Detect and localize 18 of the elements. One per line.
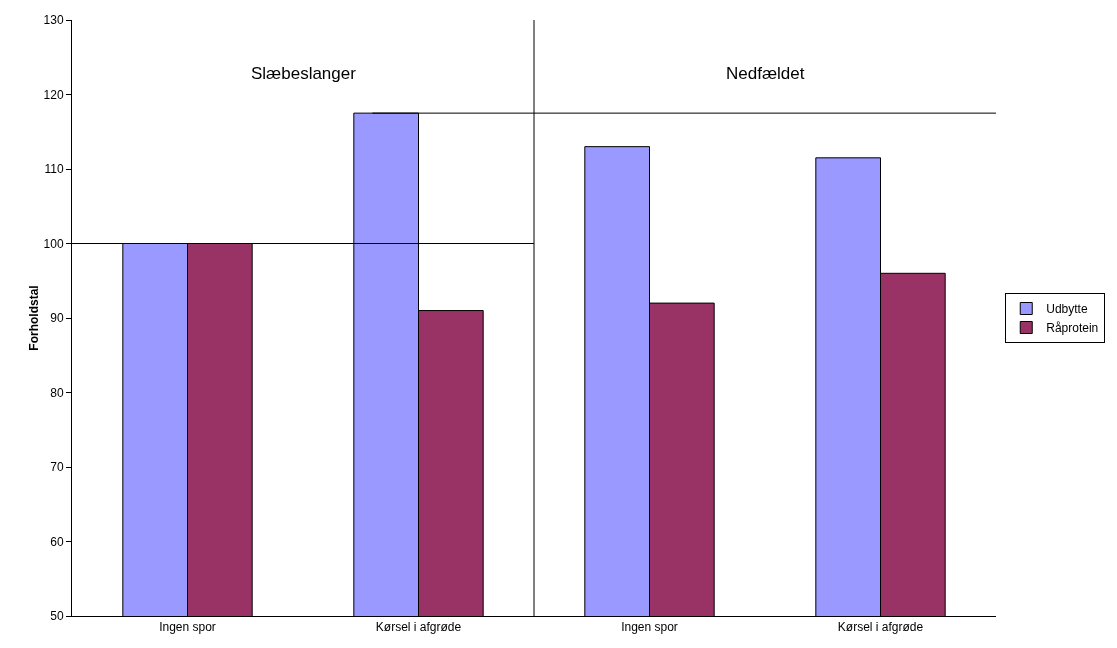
legend-label: Udbytte <box>1046 302 1088 317</box>
y-tick-label: 90 <box>50 311 64 326</box>
annotation: Slæbeslanger <box>251 64 357 83</box>
y-tick-label: 120 <box>43 87 64 102</box>
x-tick-label: Ingen spor <box>621 620 678 635</box>
y-tick-label: 80 <box>50 385 64 400</box>
y-tick-label: 50 <box>50 609 64 624</box>
y-axis-title: Forholdstal <box>27 285 41 351</box>
legend-label: Råprotein <box>1046 321 1099 336</box>
y-tick-label: 130 <box>43 13 64 28</box>
y-tick-label: 100 <box>43 236 64 251</box>
y-tick-label: 110 <box>44 162 64 177</box>
x-tick-label: Kørsel i afgrøde <box>375 620 462 635</box>
y-tick-label: 70 <box>50 460 64 475</box>
y-tick-label: 60 <box>50 534 64 549</box>
annotation: Nedfældet <box>726 64 805 83</box>
x-tick-label: Ingen spor <box>159 620 216 635</box>
x-tick-label: Kørsel i afgrøde <box>837 620 924 635</box>
